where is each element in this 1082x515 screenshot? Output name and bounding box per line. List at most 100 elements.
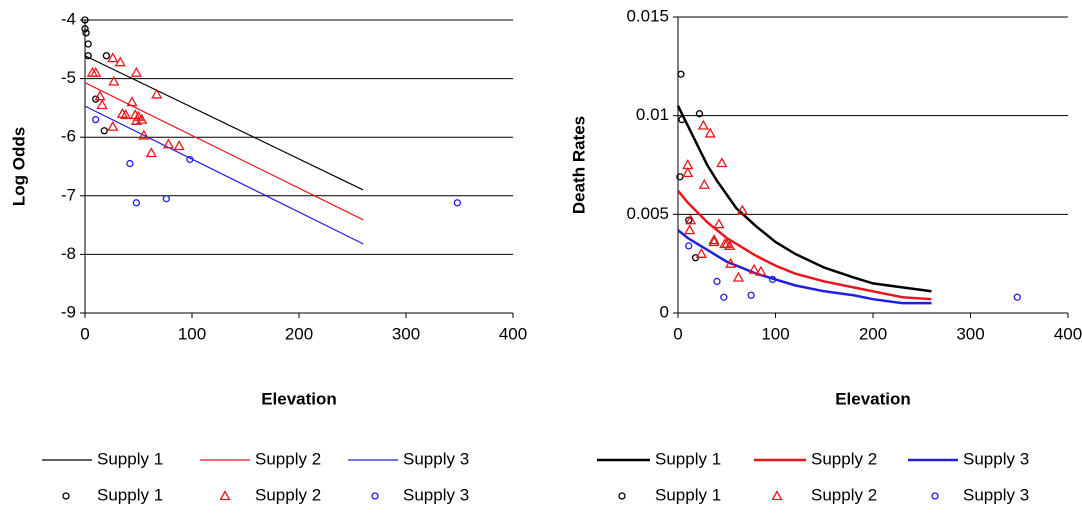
- data-point: [755, 265, 767, 276]
- x-axis-label: Elevation: [261, 389, 337, 408]
- data-point: [685, 214, 697, 225]
- y-tick-label: 0.01: [636, 105, 669, 124]
- data-point: [747, 291, 755, 299]
- legend-marker: [371, 492, 379, 500]
- data-point: [81, 25, 89, 33]
- data-point: [684, 224, 696, 235]
- data-point: [685, 242, 693, 250]
- legend-marker: [219, 490, 231, 501]
- x-tick-label: 0: [673, 324, 682, 343]
- x-tick-label: 300: [956, 324, 984, 343]
- series-line: [84, 55, 364, 191]
- data-point: [695, 247, 708, 258]
- x-tick-label: 200: [285, 324, 313, 343]
- y-tick-label: 0.015: [626, 6, 669, 25]
- x-tick-label: 100: [761, 324, 789, 343]
- data-point: [1013, 293, 1021, 301]
- data-point: [698, 178, 710, 189]
- x-tick-label: 400: [1054, 324, 1082, 343]
- data-point: [151, 88, 163, 99]
- legend-marker: [618, 492, 626, 500]
- data-point: [82, 29, 90, 37]
- data-point: [108, 75, 120, 86]
- legend-label: Supply 1: [97, 449, 163, 468]
- legend-label: Supply 1: [655, 449, 721, 468]
- data-point: [713, 277, 721, 286]
- series-line: [677, 189, 932, 301]
- data-point: [725, 257, 737, 268]
- data-point: [114, 56, 126, 67]
- data-point: [173, 140, 185, 151]
- legend-label: Supply 1: [97, 485, 163, 504]
- legend-label: Supply 3: [963, 485, 1029, 504]
- legend-label: Supply 2: [811, 449, 877, 468]
- data-point: [126, 96, 138, 107]
- data-point: [708, 236, 720, 247]
- legend-marker: [62, 492, 70, 500]
- data-point: [453, 199, 462, 207]
- legend-label: Supply 1: [655, 485, 721, 504]
- data-point: [162, 195, 170, 203]
- data-point: [720, 293, 728, 301]
- data-point: [84, 40, 92, 48]
- data-point: [145, 147, 157, 158]
- data-point: [708, 234, 720, 245]
- data-point: [132, 199, 141, 207]
- data-point: [732, 271, 745, 282]
- x-tick-label: 400: [499, 324, 527, 343]
- series-line: [84, 82, 364, 221]
- data-point: [678, 115, 686, 124]
- data-point: [138, 129, 150, 140]
- x-axis-label: Elevation: [835, 389, 911, 408]
- y-tick-label: -5: [61, 68, 76, 87]
- x-tick-label: 100: [178, 324, 206, 343]
- data-point: [92, 115, 100, 124]
- data-point: [107, 52, 119, 63]
- x-tick-label: 0: [80, 324, 89, 343]
- legend-label: Supply 3: [963, 449, 1029, 468]
- data-point: [107, 120, 119, 131]
- data-point: [682, 167, 694, 178]
- y-axis-label: Log Odds: [9, 127, 28, 206]
- data-point: [748, 263, 760, 274]
- legend-label: Supply 2: [255, 449, 321, 468]
- y-tick-label: 0: [660, 302, 669, 321]
- x-tick-label: 200: [859, 324, 887, 343]
- y-tick-label: -6: [61, 127, 76, 146]
- y-tick-label: -8: [61, 244, 76, 263]
- data-point: [94, 90, 106, 101]
- data-point: [697, 119, 709, 130]
- data-point: [768, 275, 777, 284]
- data-point: [713, 218, 725, 229]
- legend-marker: [771, 490, 783, 501]
- data-point: [96, 99, 108, 110]
- data-point: [102, 52, 111, 60]
- data-point: [162, 138, 175, 149]
- data-point: [130, 114, 142, 125]
- legend-label: Supply 2: [255, 485, 321, 504]
- data-point: [736, 204, 748, 215]
- legend-label: Supply 2: [811, 485, 877, 504]
- data-point: [126, 159, 134, 168]
- data-point: [704, 127, 716, 138]
- x-tick-label: 300: [392, 324, 420, 343]
- y-axis-label: Death Rates: [569, 116, 588, 214]
- data-point: [120, 109, 132, 120]
- y-tick-label: -9: [61, 302, 76, 321]
- data-point: [81, 16, 89, 24]
- series-line: [84, 105, 364, 245]
- data-point: [90, 66, 102, 77]
- data-point: [84, 52, 92, 60]
- y-tick-label: 0.005: [626, 204, 669, 223]
- data-point: [100, 127, 108, 135]
- series-line: [676, 105, 932, 293]
- legend-label: Supply 3: [403, 485, 469, 504]
- y-tick-label: -4: [61, 9, 76, 28]
- data-point: [695, 110, 704, 118]
- data-point: [724, 240, 736, 251]
- y-tick-label: -7: [61, 185, 76, 204]
- data-point: [136, 113, 148, 124]
- legend-label: Supply 3: [403, 449, 469, 468]
- data-point: [186, 155, 194, 164]
